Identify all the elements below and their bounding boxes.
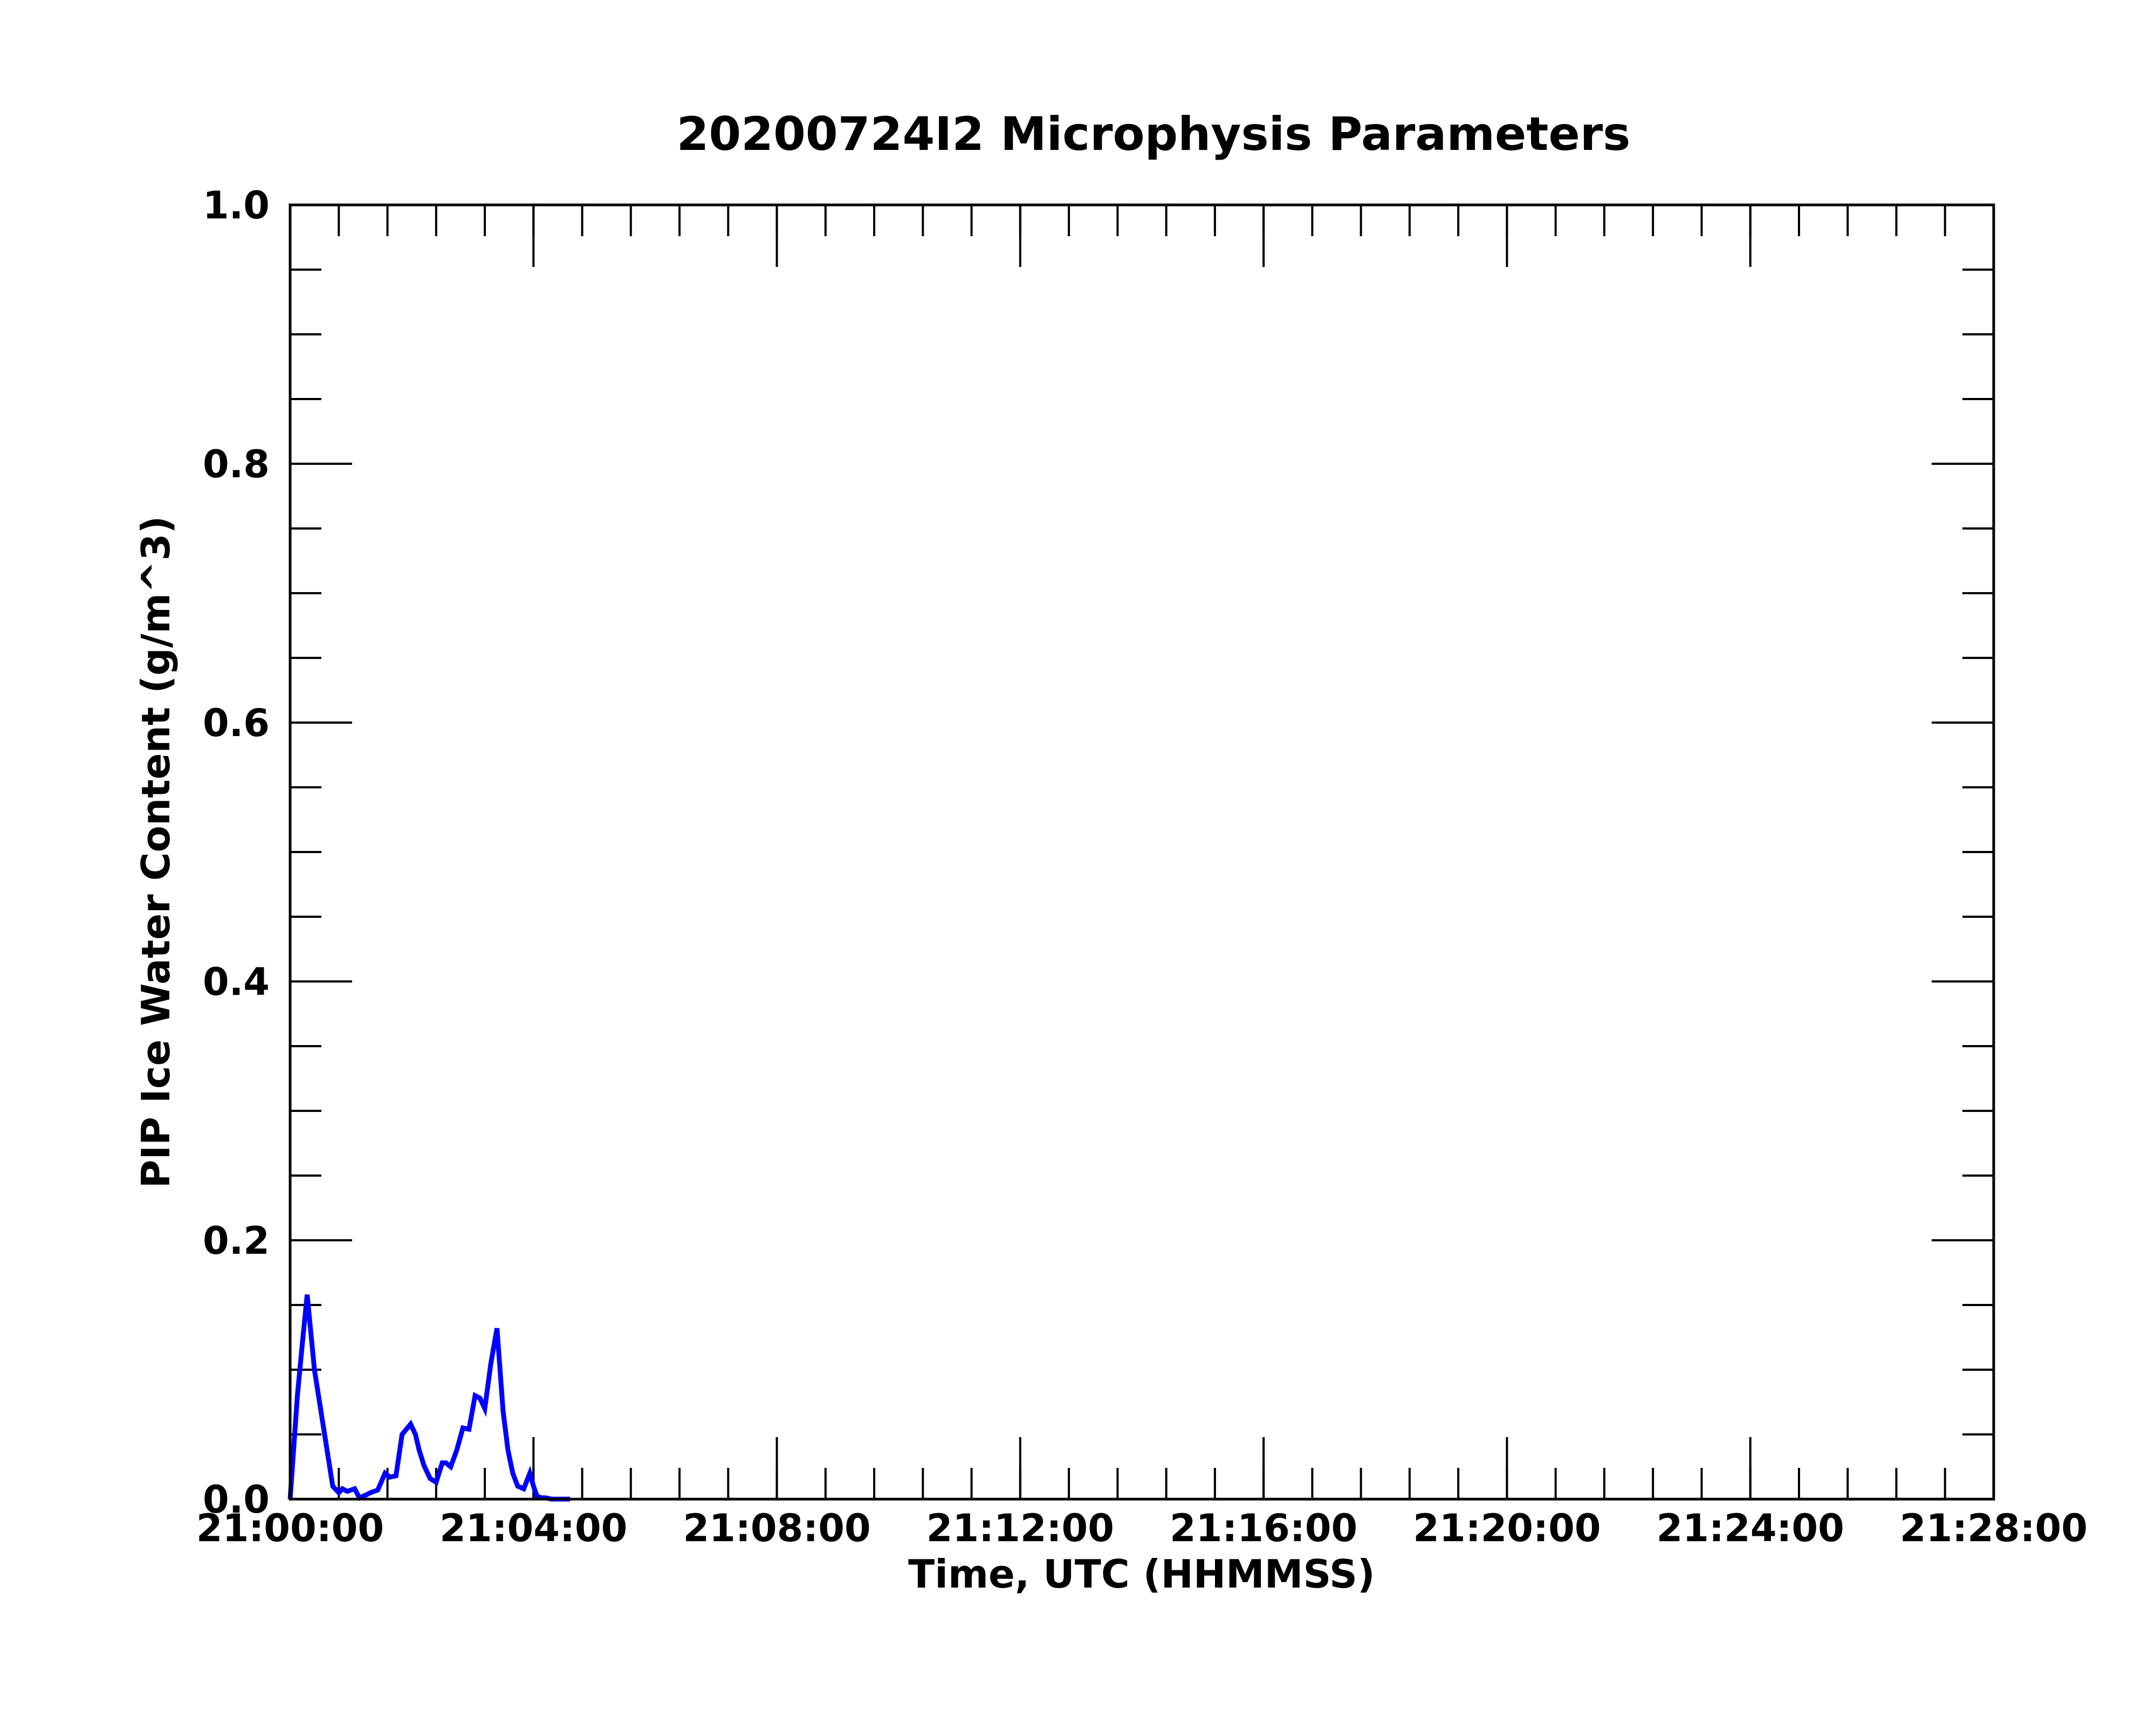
y-axis-label-group: PIP Ice Water Content (g/m^3) xyxy=(133,516,178,1189)
chart-title: 20200724I2 Microphysis Parameters xyxy=(677,107,1631,161)
series-line xyxy=(287,1294,570,1502)
y-tick-label: 0.2 xyxy=(203,1219,270,1263)
y-tick-label: 0.0 xyxy=(203,1478,270,1522)
y-axis-label: PIP Ice Water Content (g/m^3) xyxy=(133,516,178,1189)
x-tick-label: 21:24:00 xyxy=(1657,1506,1844,1550)
x-tick-label: 21:00:00 xyxy=(196,1506,384,1550)
series-layer xyxy=(287,1294,570,1502)
x-tick-label: 21:04:00 xyxy=(440,1506,627,1550)
x-axis-label: Time, UTC (HHMMSS) xyxy=(908,1551,1375,1597)
x-tick-label: 21:08:00 xyxy=(683,1506,870,1550)
plot-frame xyxy=(289,203,1995,1501)
y-tick-label: 1.0 xyxy=(203,183,270,228)
y-tick-label: 0.4 xyxy=(203,960,270,1004)
y-tick-label: 0.6 xyxy=(203,701,270,745)
y-tick-label: 0.8 xyxy=(203,442,270,486)
x-tick-label: 21:16:00 xyxy=(1170,1506,1357,1550)
x-tick-label: 21:28:00 xyxy=(1900,1506,2088,1550)
x-tick-label: 21:12:00 xyxy=(926,1506,1114,1550)
tick-labels-layer: 21:00:00 21:04:00 21:08:00 21:12:00 21:16:00… xyxy=(196,183,2088,1550)
ticks-layer xyxy=(289,204,1995,1500)
x-tick-label: 21:20:00 xyxy=(1413,1506,1601,1550)
